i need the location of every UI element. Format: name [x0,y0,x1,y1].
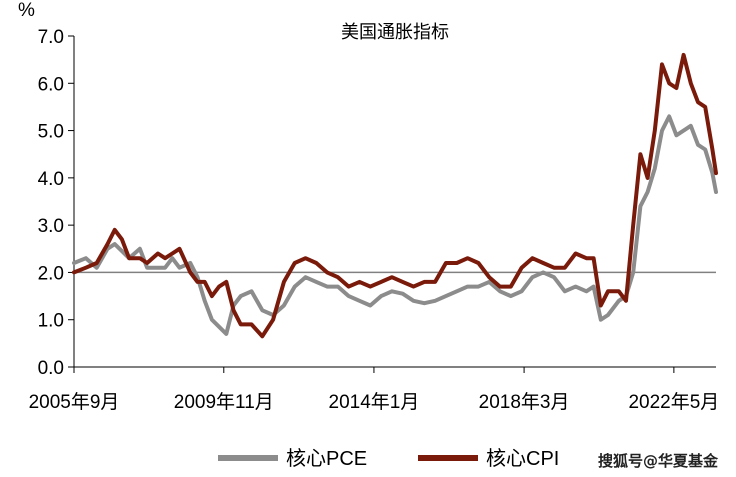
x-tick-label: 2014年1月 [329,391,420,413]
y-tick-label: 6.0 [38,74,64,95]
x-tick-label: 2018年3月 [479,391,570,413]
legend-label-cpi: 核心CPI [486,447,559,470]
x-tick-label: 2005年9月 [29,391,120,413]
chart-title: 美国通胀指标 [341,22,449,43]
x-tick-label: 2009年11月 [174,391,274,413]
watermark-text: 搜狐号@华夏基金 [598,452,719,470]
y-tick-labels: 0.0 1.0 2.0 3.0 4.0 5.0 6.0 7.0 [38,27,74,379]
y-tick-label: 5.0 [38,122,64,143]
y-tick-label: 3.0 [38,216,64,237]
series-line-core-cpi [72,52,718,339]
y-tick-label: 7.0 [38,27,64,48]
y-tick-label: 1.0 [38,311,64,332]
series-line-core-pce [72,114,718,336]
legend-label-pce: 核心PCE [286,447,367,470]
x-tick-label: 2022年5月 [628,391,719,413]
y-unit-label: % [18,0,35,21]
y-tick-label: 4.0 [38,169,64,190]
y-tick-label: 2.0 [38,263,64,284]
x-tick-labels: 2005年9月 2009年11月 2014年1月 2018年3月 2022年5月 [29,367,719,413]
series-group [72,52,718,339]
legend: 核心PCE 核心CPI [218,447,559,470]
y-tick-label: 0.0 [38,358,64,379]
